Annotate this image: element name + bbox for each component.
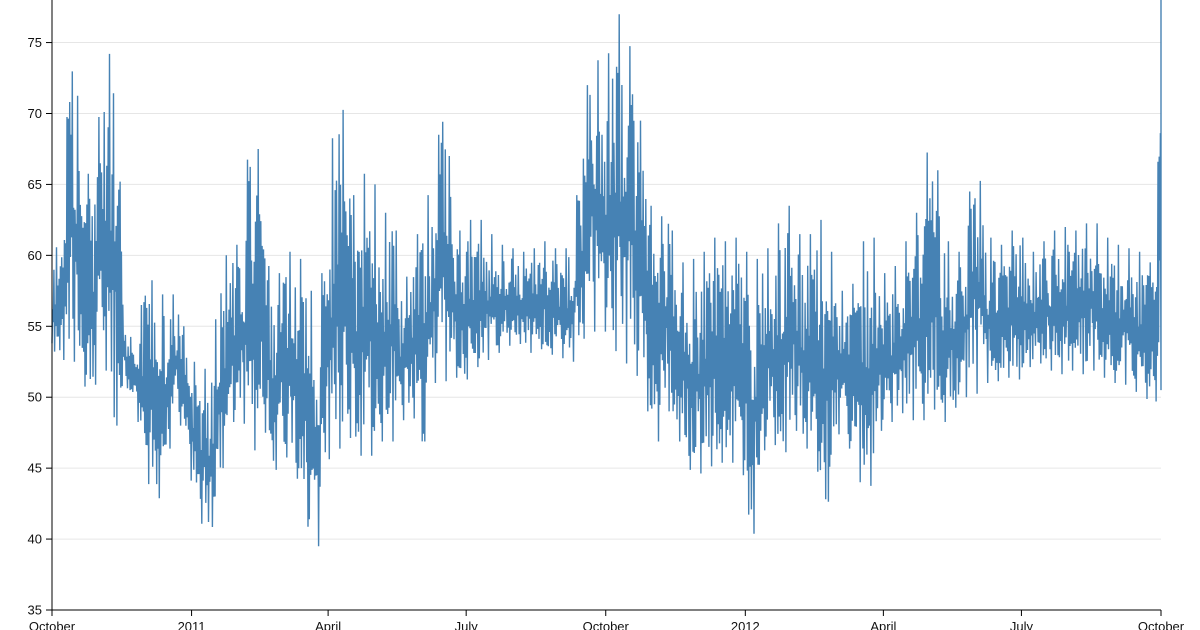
series-layer <box>51 0 1162 547</box>
x-tick-label: 2011 <box>178 619 206 630</box>
x-tick-label: October <box>1138 619 1185 630</box>
series-line-0 <box>51 0 1162 547</box>
x-tick-label: July <box>1010 619 1034 630</box>
y-tick-label: 45 <box>28 461 42 476</box>
x-tick-label: October <box>29 619 76 630</box>
x-tick-label: July <box>455 619 479 630</box>
y-axis: 35 40 45 50 55 60 65 70 75 <box>28 0 53 618</box>
x-axis: October 2011 April July October 2012 April July… <box>29 609 1185 630</box>
y-tick-label: 70 <box>28 106 42 121</box>
x-tick-label: April <box>870 619 896 630</box>
x-tick-label: October <box>583 619 630 630</box>
y-tick-label: 65 <box>28 177 42 192</box>
y-tick-label: 40 <box>28 532 42 547</box>
y-tick-label: 75 <box>28 35 42 50</box>
y-tick-label: 60 <box>28 248 42 263</box>
y-tick-label: 35 <box>28 603 42 618</box>
y-tick-label: 50 <box>28 390 42 405</box>
x-tick-label: April <box>315 619 341 630</box>
x-tick-label: 2012 <box>731 619 760 630</box>
y-tick-label: 55 <box>28 319 42 334</box>
